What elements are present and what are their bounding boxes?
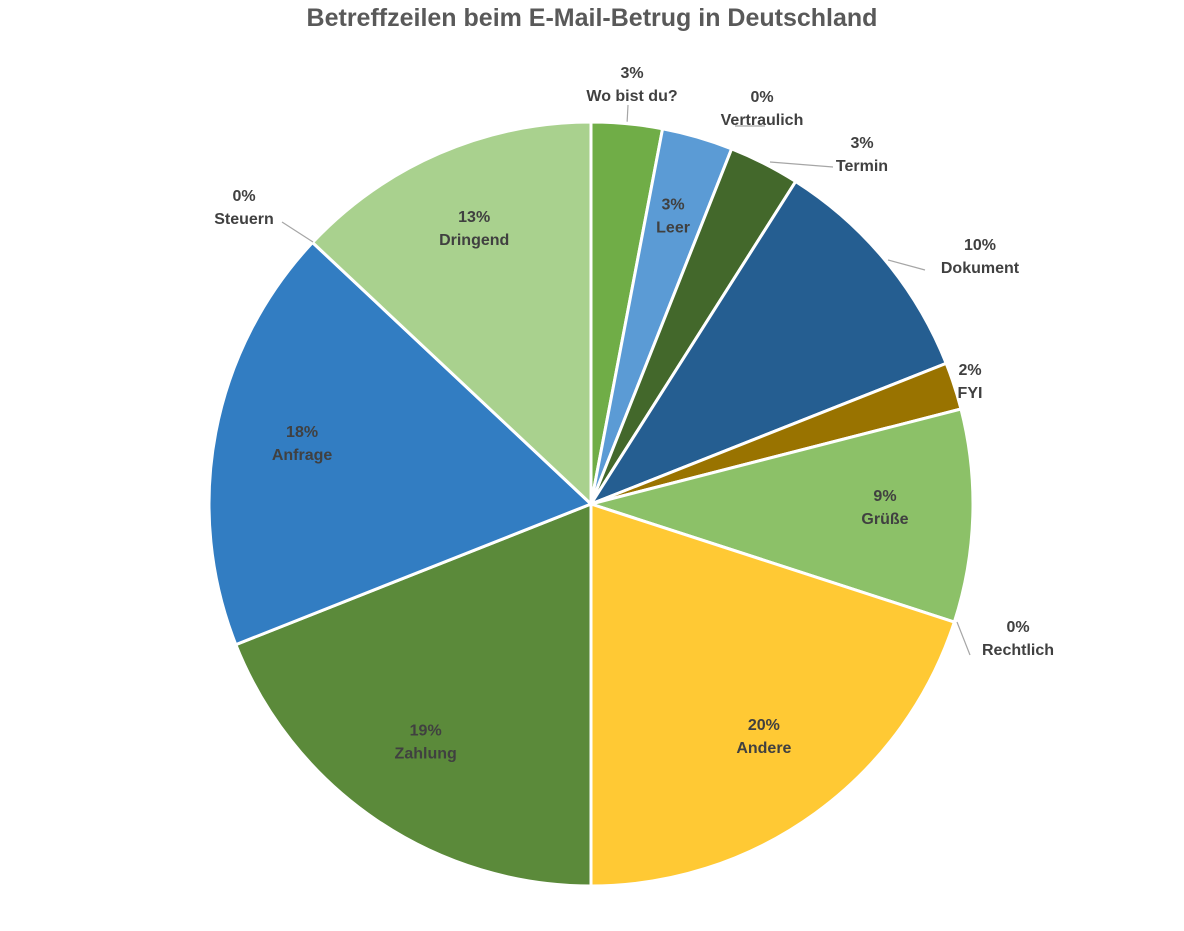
slice-name-dringend: Dringend [439,232,509,249]
pie-slice-zahlung [233,501,593,888]
slice-percent-dokument: 10% [964,237,996,254]
slice-percent-dringend: 13% [458,209,490,226]
slice-name-leer: Leer [656,220,690,237]
slice-label-zahlung: 19% Zahlung [395,722,457,762]
pie-slice-dokument [587,179,949,508]
slice-percent-leer: 3% [661,197,684,214]
slice-name-andere: Andere [736,740,791,757]
slice-name-fyi: FYI [958,385,983,402]
slice-name-wo-bist-du: Wo bist du? [586,88,677,105]
pie-slice-gr-e [585,407,975,624]
pie-slice-andere [589,501,957,888]
slice-percent-vertraulich: 0% [750,89,773,106]
slice-label-termin: 3% Termin [836,135,888,175]
slice-label-steuern: 0% Steuern [214,188,274,228]
slice-percent-gr-e: 9% [873,488,896,505]
slice-name-dokument: Dokument [941,260,1020,277]
slice-name-gr-e: Grüße [861,511,908,528]
leader-line-steuern [281,221,314,243]
slice-name-zahlung: Zahlung [395,745,457,762]
slice-percent-termin: 3% [850,135,873,152]
slice-percent-wo-bist-du: 3% [620,65,643,82]
slice-percent-rechtlich: 0% [1006,619,1029,636]
slice-percent-anfrage: 18% [286,424,318,441]
slice-label-gr-e: 9% Grüße [861,488,908,528]
slice-label-leer: 3% Leer [656,197,690,237]
slice-name-steuern: Steuern [214,211,274,228]
slice-name-vertraulich: Vertraulich [721,112,804,129]
slice-label-anfrage: 18% Anfrage [272,424,333,464]
slice-percent-fyi: 2% [958,362,981,379]
slice-label-dringend: 13% Dringend [439,209,509,249]
slice-label-vertraulich: 0% Vertraulich [721,89,804,129]
leader-line-termin [769,161,834,168]
slice-name-termin: Termin [836,158,888,175]
slice-name-rechtlich: Rechtlich [982,642,1054,659]
slice-percent-steuern: 0% [232,188,255,205]
slice-label-fyi: 2% FYI [958,362,983,402]
leader-line-rechtlich [956,621,971,656]
leader-line-dokument [887,259,926,271]
slice-label-wo-bist-du: 3% Wo bist du? [586,65,677,105]
chart-title: Betreffzeilen beim E-Mail-Betrug in Deut… [306,4,878,32]
slice-percent-zahlung: 19% [410,722,442,739]
pie-slice-anfrage [207,240,594,647]
slice-label-andere: 20% Andere [736,717,791,757]
leader-line-wo-bist-du [626,104,629,122]
slice-percent-andere: 20% [748,717,780,734]
pie-slice-dringend [310,120,593,508]
slice-name-anfrage: Anfrage [272,447,333,464]
slice-label-dokument: 10% Dokument [941,237,1020,277]
slice-label-rechtlich: 0% Rechtlich [982,619,1054,659]
